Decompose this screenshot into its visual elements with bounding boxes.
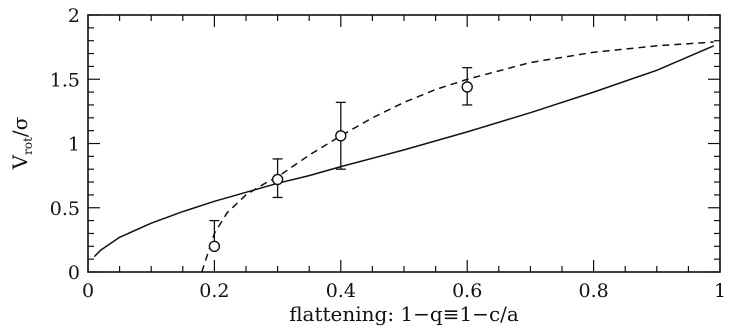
x-tick-label: 0 <box>82 280 94 302</box>
y-tick-label: 1.5 <box>50 69 80 91</box>
data-point <box>271 173 284 186</box>
series-layer <box>93 41 714 273</box>
x-axis-title: flattening: 1−q≡1−c/a <box>289 302 519 326</box>
x-tick-label: 0.4 <box>326 280 356 302</box>
x-tick-label: 0.8 <box>578 280 608 302</box>
y-tick-label: 2 <box>68 5 80 27</box>
y-axis-title-sub: rot <box>21 137 35 155</box>
axis-ticks <box>87 14 721 273</box>
y-axis-title-tail: /σ <box>8 116 32 137</box>
y-axis-title: Vrot/σ <box>8 116 35 170</box>
y-tick-label: 0.5 <box>50 198 80 220</box>
x-tick-label: 1 <box>714 280 726 302</box>
dashed-model-curve <box>201 41 714 273</box>
data-point <box>461 81 473 93</box>
x-tick-labels: 0 0.2 0.4 0.6 0.8 1 <box>82 280 726 302</box>
y-tick-labels: 0 0.5 1 1.5 2 <box>50 5 80 284</box>
plot-frame <box>87 14 721 273</box>
solid-model-curve <box>93 45 714 258</box>
y-axis-title-main: V <box>8 154 32 170</box>
data-point <box>335 130 347 142</box>
y-tick-label: 1 <box>68 134 80 156</box>
y-tick-label: 0 <box>68 262 80 284</box>
x-tick-label: 0.2 <box>199 280 229 302</box>
x-tick-label: 0.6 <box>452 280 482 302</box>
data-point <box>208 240 221 253</box>
